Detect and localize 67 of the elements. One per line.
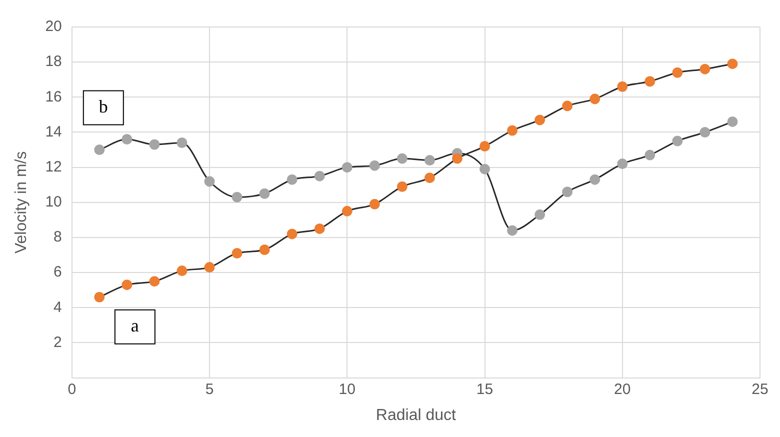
point xyxy=(369,198,380,210)
x-tick-label: 25 xyxy=(752,380,768,398)
point xyxy=(452,153,462,164)
y-tick-label: 6 xyxy=(54,264,62,281)
point xyxy=(314,223,325,234)
point xyxy=(534,209,546,220)
point xyxy=(396,181,408,192)
point xyxy=(204,262,215,273)
point xyxy=(424,172,435,184)
point xyxy=(507,225,518,236)
point xyxy=(259,244,270,256)
point xyxy=(232,248,242,259)
point xyxy=(672,136,683,146)
y-tick-label: 12 xyxy=(45,158,62,176)
point xyxy=(480,141,490,152)
point xyxy=(562,186,573,198)
point xyxy=(314,170,325,182)
point xyxy=(149,276,160,287)
point xyxy=(507,125,518,136)
point xyxy=(617,158,628,170)
point xyxy=(562,100,573,112)
point xyxy=(727,116,738,127)
point xyxy=(590,94,600,104)
series-label: b xyxy=(98,96,108,117)
point xyxy=(700,64,710,74)
point xyxy=(369,160,380,171)
x-tick-label: 5 xyxy=(205,380,214,398)
y-tick-label: 16 xyxy=(45,88,62,106)
point xyxy=(342,206,352,216)
point xyxy=(534,114,546,126)
point xyxy=(176,266,188,276)
y-tick-label: 4 xyxy=(54,298,62,316)
point xyxy=(122,280,132,290)
point xyxy=(590,174,600,185)
point xyxy=(149,139,160,150)
x-tick-label: 15 xyxy=(476,380,494,398)
y-tick-label: 10 xyxy=(45,194,62,211)
point xyxy=(480,164,490,174)
point xyxy=(672,67,683,78)
point xyxy=(259,188,270,199)
series-label: a xyxy=(130,316,139,336)
point xyxy=(617,81,628,92)
x-tick-label: 0 xyxy=(68,380,76,398)
y-tick-label: 20 xyxy=(45,18,62,36)
point xyxy=(176,138,188,148)
point xyxy=(122,134,132,145)
point xyxy=(342,162,352,173)
point xyxy=(727,58,738,70)
point xyxy=(286,228,298,240)
point xyxy=(644,76,656,87)
point xyxy=(94,292,105,302)
point xyxy=(424,155,435,166)
y-tick-label: 8 xyxy=(54,228,62,246)
point xyxy=(396,153,408,164)
point xyxy=(232,192,242,202)
x-axis-title: Radial duct xyxy=(376,406,457,424)
point xyxy=(700,126,710,138)
x-tick-label: 10 xyxy=(338,380,356,398)
y-tick-label: 14 xyxy=(45,123,62,140)
point xyxy=(204,176,215,187)
y-axis-title: Velocity in m/s xyxy=(13,151,30,254)
x-tick-label: 20 xyxy=(614,380,631,398)
point xyxy=(644,150,656,160)
point xyxy=(286,174,298,185)
y-tick-label: 18 xyxy=(45,53,62,70)
y-tick-label: 2 xyxy=(54,334,62,351)
point xyxy=(94,144,105,156)
